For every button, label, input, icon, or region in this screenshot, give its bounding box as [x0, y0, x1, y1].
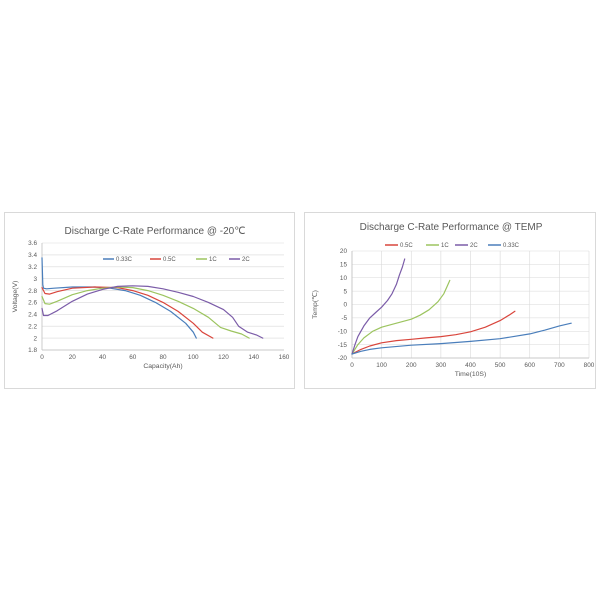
y-tick-label: 0 [343, 302, 347, 309]
x-tick-label: 0 [40, 354, 44, 361]
x-tick-label: 80 [159, 354, 167, 361]
temperature-chart-panel: Discharge C-Rate Performance @ TEMP -20 -1… [304, 212, 596, 389]
series-line-1c [351, 279, 451, 355]
y-tick-label: 1.8 [28, 347, 37, 354]
y-tick-label: 3 [33, 276, 37, 283]
x-tick-label: 500 [495, 362, 506, 369]
legend-label: 0.33C [116, 257, 133, 263]
x-tick-label: 20 [69, 354, 77, 361]
x-axis-title: Time(10S) [455, 371, 486, 378]
temperature-chart: Discharge C-Rate Performance @ TEMP -20 -1… [312, 222, 595, 378]
legend-label: 2C [242, 257, 250, 263]
series-line-0_5c [41, 286, 214, 339]
y-axis-title: Temp(℃) [312, 290, 319, 319]
x-tick-label: 800 [584, 362, 595, 369]
x-tick-label: 120 [218, 354, 229, 361]
y-axis-title: Voltage(V) [12, 281, 19, 313]
x-tick-label: 40 [99, 354, 107, 361]
voltage-chart-panel: Discharge C-Rate Performance @ -20℃ 1.8 2 2… [4, 212, 295, 389]
legend-label: 1C [441, 243, 449, 249]
series-line-0_33c [351, 322, 572, 355]
series-line-0_5c [351, 310, 516, 355]
y-tick-label: 5 [343, 288, 347, 295]
y-tick-label: 3.4 [28, 252, 37, 259]
y-tick-label: 3.2 [28, 264, 37, 271]
legend-label: 0.33C [503, 243, 520, 249]
x-tick-label: 300 [436, 362, 447, 369]
series-line-2c [41, 285, 264, 339]
legend-label: 1C [209, 257, 217, 263]
voltage-chart: Discharge C-Rate Performance @ -20℃ 1.8 2 2… [12, 226, 290, 370]
x-tick-label: 100 [188, 354, 199, 361]
y-tick-label: -5 [341, 315, 347, 322]
x-tick-label: 100 [376, 362, 387, 369]
series-line-1c [41, 286, 250, 339]
y-tick-label: 2.8 [28, 288, 37, 295]
y-tick-label: -15 [338, 342, 348, 349]
y-tick-label: 15 [340, 262, 348, 269]
y-tick-label: 3.6 [28, 240, 37, 247]
legend-label: 2C [470, 243, 478, 249]
x-tick-label: 60 [129, 354, 137, 361]
x-tick-label: 600 [524, 362, 535, 369]
y-tick-label: 2.6 [28, 300, 37, 307]
series-line-2c [351, 258, 406, 355]
y-tick-label: 2 [33, 335, 37, 342]
x-tick-label: 400 [465, 362, 476, 369]
legend-label: 0.5C [163, 257, 176, 263]
x-axis-title: Capacity(Ah) [143, 363, 182, 370]
x-tick-label: 0 [350, 362, 354, 369]
y-tick-label: 10 [340, 275, 348, 282]
y-tick-label: -10 [338, 328, 348, 335]
x-tick-label: 700 [554, 362, 565, 369]
x-tick-label: 200 [406, 362, 417, 369]
legend-label: 0.5C [400, 243, 413, 249]
y-tick-label: 20 [340, 248, 348, 255]
chart-title: Discharge C-Rate Performance @ TEMP [360, 222, 543, 233]
y-tick-label: -20 [338, 355, 348, 362]
y-tick-label: 2.2 [28, 323, 37, 330]
y-tick-label: 2.4 [28, 312, 37, 319]
x-tick-label: 140 [248, 354, 259, 361]
x-tick-label: 160 [279, 354, 290, 361]
chart-title: Discharge C-Rate Performance @ -20℃ [65, 226, 246, 237]
